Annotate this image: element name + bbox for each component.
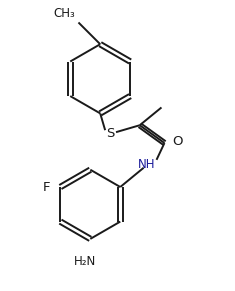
Text: S: S xyxy=(106,127,114,140)
Text: CH₃: CH₃ xyxy=(54,8,75,20)
Text: O: O xyxy=(172,134,183,148)
Text: NH: NH xyxy=(138,158,155,171)
Text: H₂N: H₂N xyxy=(74,255,97,268)
Text: F: F xyxy=(43,180,51,194)
